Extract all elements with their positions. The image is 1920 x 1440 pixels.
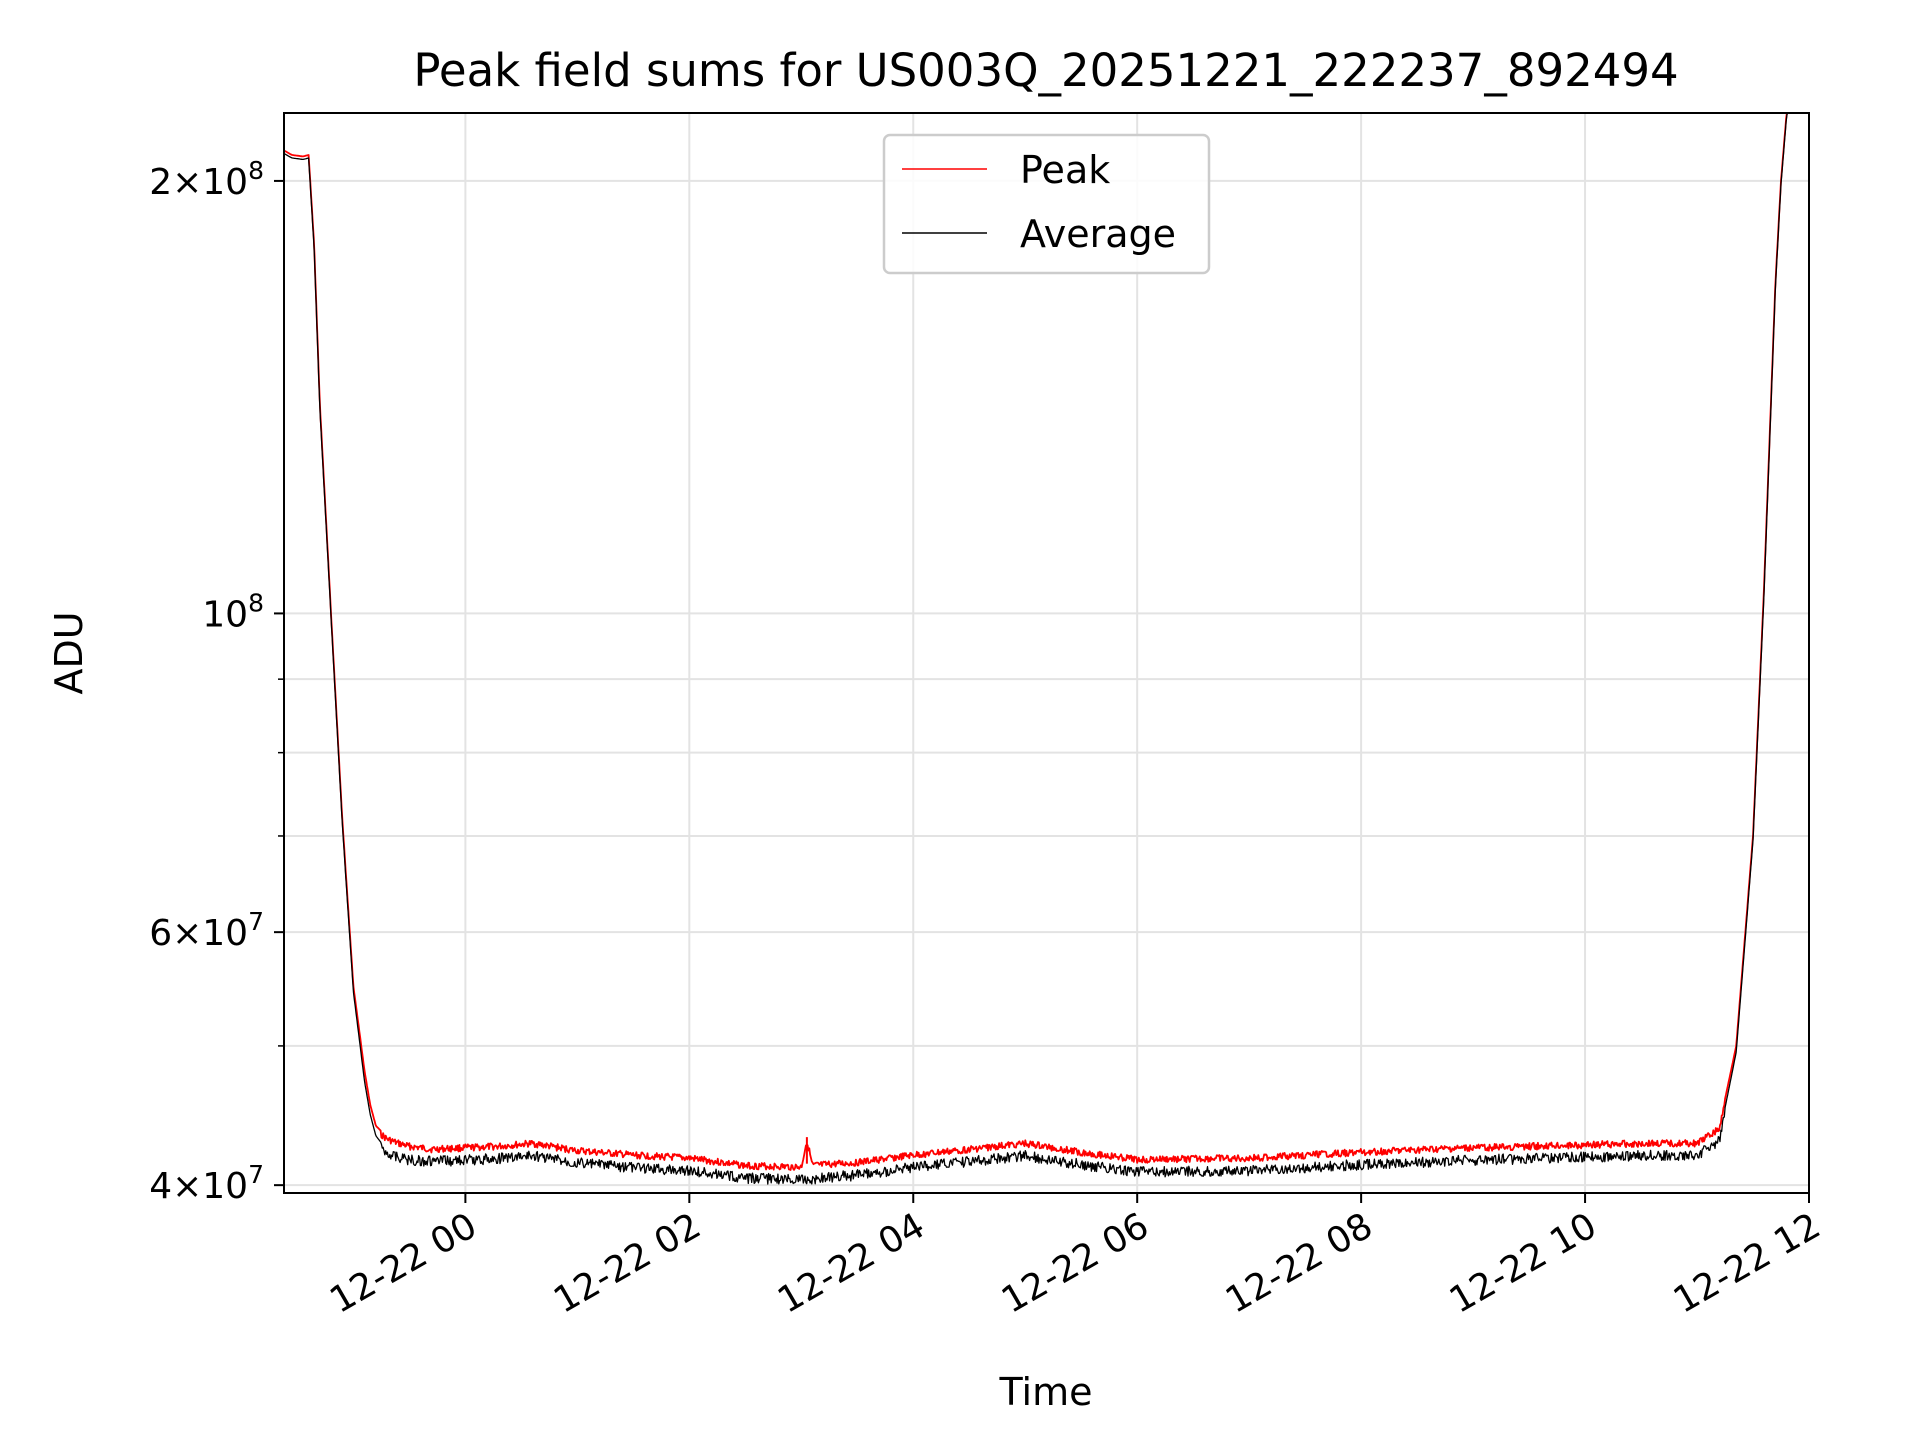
y-tick-label: 2×108 — [149, 156, 264, 203]
y-axis: 4×107 6×107 108 2×108 — [149, 156, 284, 1207]
legend-label-average: Average — [1020, 212, 1176, 256]
y-tick-label: 4×107 — [149, 1160, 264, 1207]
y-tick-label: 6×107 — [149, 907, 264, 954]
series-average-line — [284, 113, 1789, 1185]
legend: Peak Average — [882, 133, 1211, 275]
series-layer — [284, 113, 1789, 1185]
series-peak-line — [284, 113, 1788, 1171]
y-tick-label: 108 — [202, 588, 264, 635]
plot-frame — [283, 112, 1810, 1194]
x-axis-label: Time — [999, 1370, 1093, 1414]
chart-title: Peak field sums for US003Q_20251221_2222… — [413, 44, 1678, 97]
legend-label-peak: Peak — [1020, 148, 1110, 192]
y-axis-label: ADU — [47, 611, 91, 694]
